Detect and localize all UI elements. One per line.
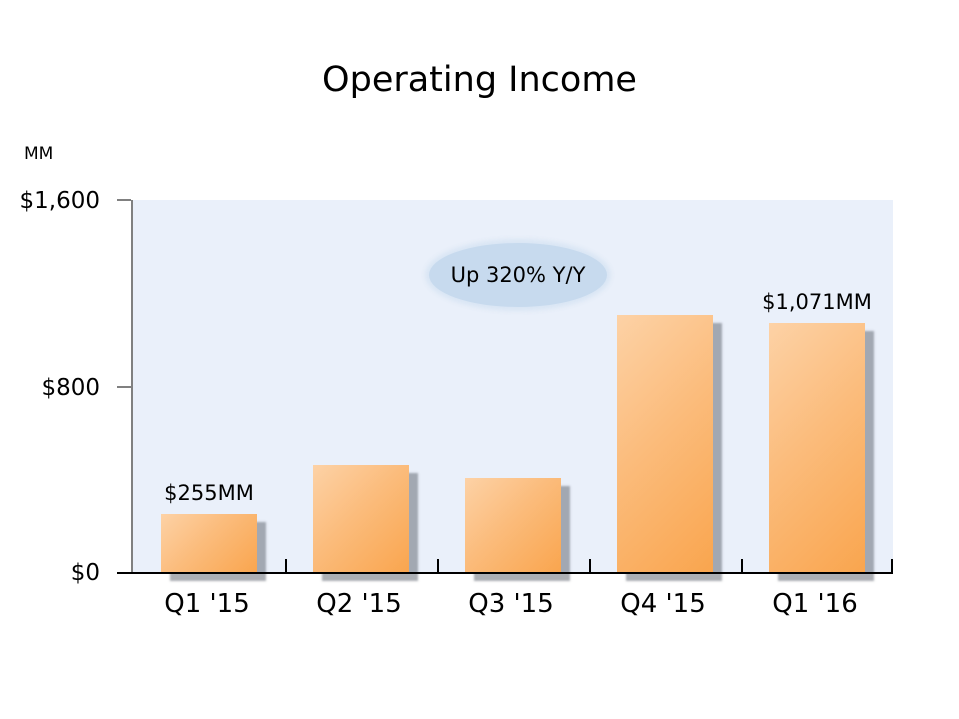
x-axis-tick-5 <box>891 559 893 573</box>
bar-value-label-q1-16: $1,071MM <box>762 290 872 315</box>
plot-area: $255MM $1,071MM Up 320% Y/Y <box>117 199 893 574</box>
annotation-text: Up 320% Y/Y <box>450 263 586 287</box>
x-label-q1-15: Q1 '15 <box>164 589 250 619</box>
x-label-q1-16: Q1 '16 <box>772 589 858 619</box>
y-axis-tick-1600 <box>117 199 131 201</box>
y-axis-labels: $1,600 $800 $0 <box>0 0 104 719</box>
bar-q4-15 <box>617 314 713 573</box>
bar-q2-15 <box>313 464 409 573</box>
x-axis-tick-3 <box>589 559 591 573</box>
y-tick-label-800: $800 <box>41 375 100 401</box>
bar-group-q1-16: $1,071MM <box>741 200 893 573</box>
y-axis-unit-label: MM <box>24 144 54 164</box>
x-axis-tick-2 <box>437 559 439 573</box>
x-axis-tick-4 <box>741 559 743 573</box>
x-label-q4-15: Q4 '15 <box>620 589 706 619</box>
bar-q3-15 <box>465 478 561 573</box>
x-axis <box>117 572 893 574</box>
x-axis-labels: Q1 '15 Q2 '15 Q3 '15 Q4 '15 Q1 '16 <box>131 589 891 619</box>
bar-group-q3-15 <box>437 200 589 573</box>
bar-q1-15 <box>161 513 257 573</box>
y-axis-tick-800 <box>117 385 131 388</box>
y-tick-label-1600: $1,600 <box>19 188 100 214</box>
bar-group-q4-15 <box>589 200 741 573</box>
x-label-q3-15: Q3 '15 <box>468 589 554 619</box>
chart-title: Operating Income <box>322 60 637 100</box>
annotation-callout-ellipse: Up 320% Y/Y <box>429 243 607 307</box>
bar-group-q1-15: $255MM <box>133 200 285 573</box>
y-tick-label-0: $0 <box>70 560 100 586</box>
bar-q1-16 <box>769 323 865 573</box>
bar-value-label-q1-15: $255MM <box>164 480 254 505</box>
bar-group-q2-15 <box>285 200 437 573</box>
bar-slots: $255MM $1,071MM <box>133 200 893 573</box>
x-label-q2-15: Q2 '15 <box>316 589 402 619</box>
x-axis-tick-1 <box>285 559 287 573</box>
